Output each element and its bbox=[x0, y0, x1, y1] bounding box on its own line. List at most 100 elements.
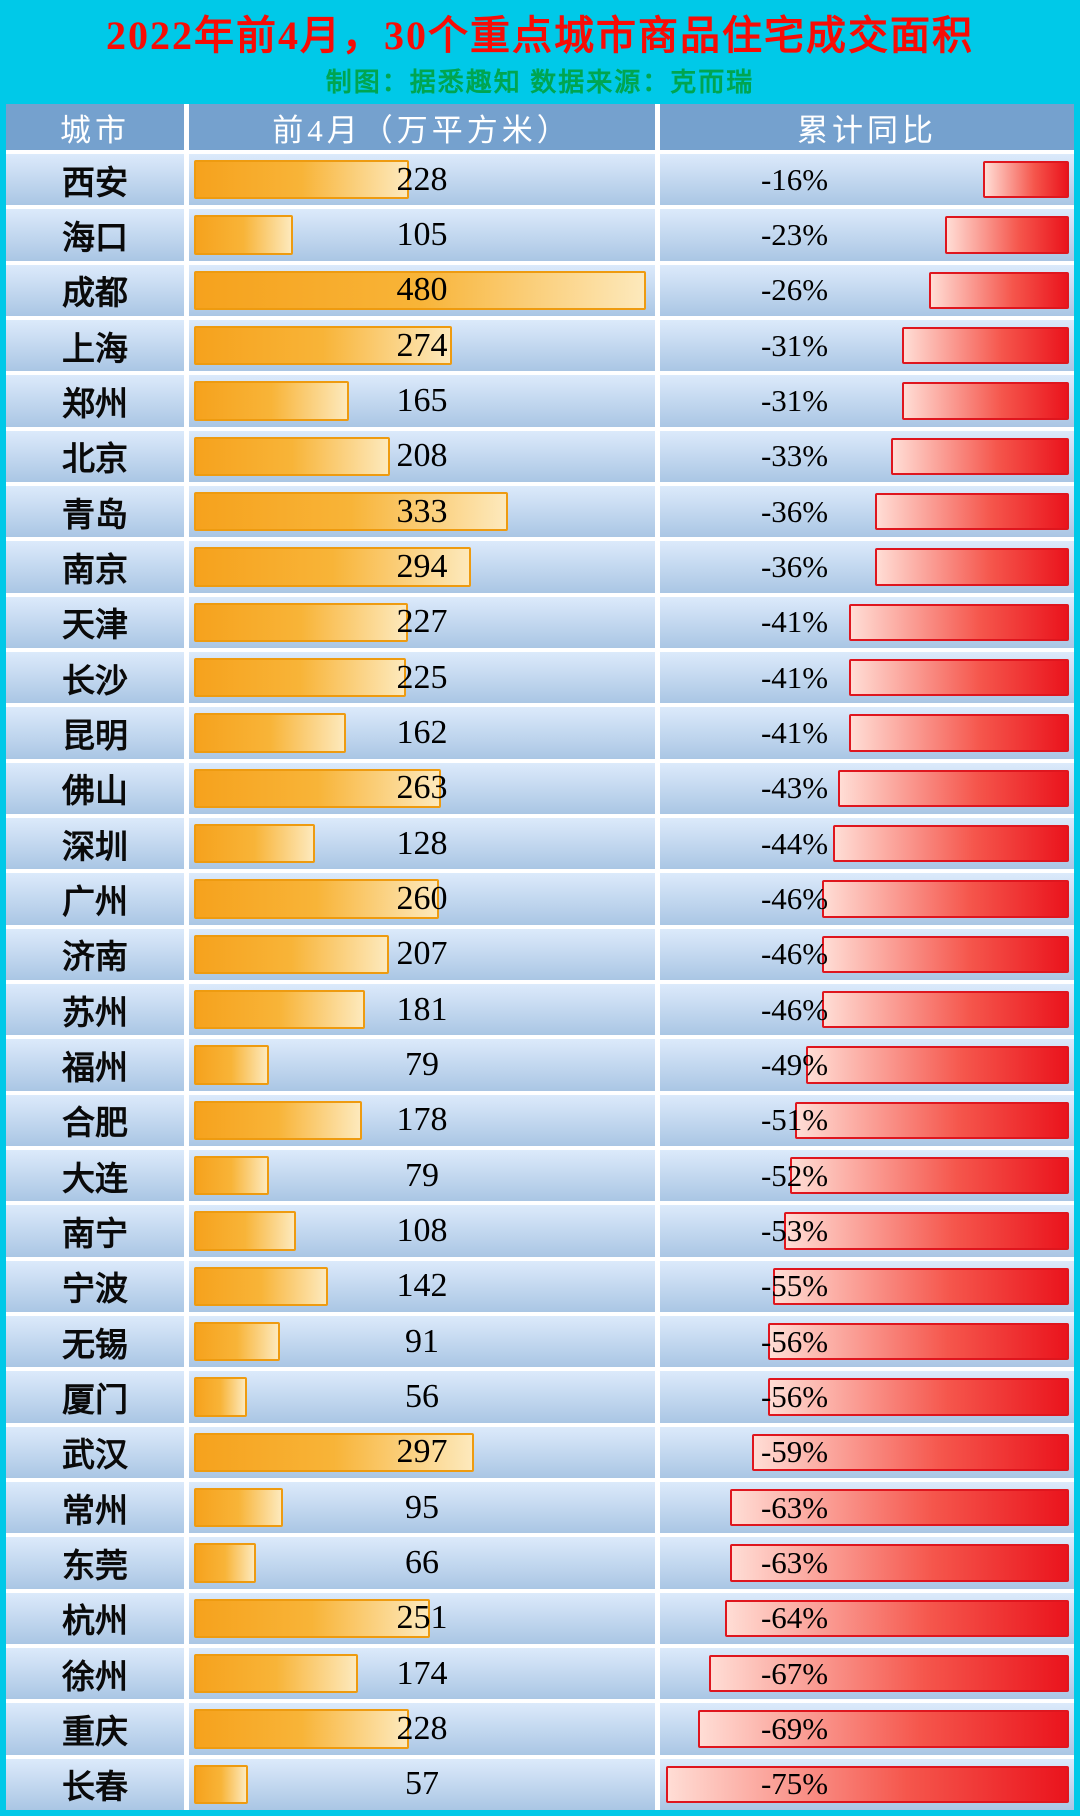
area-value: 162 bbox=[396, 713, 448, 751]
table-row: 广州 260 -46% bbox=[6, 873, 1074, 925]
column-header-yoy: 累计同比 bbox=[660, 104, 1074, 150]
table-row: 长沙 225 -41% bbox=[6, 651, 1074, 704]
page-subtitle: 制图：据悉趣知 数据来源：克而瑞 bbox=[325, 68, 755, 97]
yoy-cell: -26% bbox=[660, 264, 1074, 316]
area-bar bbox=[194, 879, 439, 919]
table-row: 厦门 56 -56% bbox=[6, 1371, 1074, 1423]
yoy-value: -23% bbox=[760, 216, 829, 252]
yoy-bar bbox=[665, 1765, 1069, 1803]
area-bar bbox=[194, 325, 453, 366]
yoy-value: -36% bbox=[760, 493, 829, 529]
table-row: 福州 79 -49% bbox=[6, 1039, 1074, 1091]
city-cell: 大连 bbox=[6, 1149, 184, 1202]
area-bar bbox=[194, 1155, 269, 1196]
area-value: 165 bbox=[396, 381, 448, 419]
yoy-cell: -67% bbox=[660, 1647, 1074, 1700]
area-bar bbox=[194, 1211, 296, 1251]
city-cell: 西安 bbox=[6, 154, 184, 206]
area-bar bbox=[194, 1598, 431, 1638]
yoy-bar bbox=[821, 935, 1069, 973]
yoy-cell: -64% bbox=[660, 1592, 1074, 1644]
area-value: 66 bbox=[405, 1543, 439, 1581]
area-bar bbox=[194, 1045, 269, 1085]
yoy-bar bbox=[784, 1212, 1069, 1250]
city-cell: 武汉 bbox=[6, 1426, 184, 1478]
city-label: 常州 bbox=[62, 1493, 128, 1530]
yoy-bar bbox=[848, 714, 1069, 752]
city-cell: 成都 bbox=[6, 264, 184, 316]
area-bar bbox=[194, 713, 347, 753]
table-body: 西安 228 -16% 海口 105 -23% 成都 480 -26% 上海 274 -31% 郑州 16… bbox=[6, 150, 1074, 1810]
city-cell: 天津 bbox=[6, 596, 184, 648]
area-value: 108 bbox=[396, 1211, 448, 1249]
area-bar bbox=[194, 1653, 359, 1694]
table-row: 宁波 142 -55% bbox=[6, 1260, 1074, 1312]
city-label: 南宁 bbox=[62, 1216, 128, 1253]
yoy-cell: -53% bbox=[660, 1205, 1074, 1257]
yoy-value: -69% bbox=[760, 1710, 829, 1746]
yoy-cell: -23% bbox=[660, 209, 1074, 261]
yoy-bar bbox=[768, 1322, 1069, 1361]
yoy-cell: -52% bbox=[660, 1149, 1074, 1202]
city-cell: 重庆 bbox=[6, 1703, 184, 1755]
yoy-value: -67% bbox=[760, 1655, 829, 1691]
area-bar bbox=[194, 160, 409, 200]
city-label: 昆明 bbox=[62, 718, 128, 755]
city-cell: 青岛 bbox=[6, 485, 184, 538]
city-cell: 佛山 bbox=[6, 762, 184, 814]
yoy-value: -31% bbox=[760, 382, 829, 418]
city-cell: 昆明 bbox=[6, 707, 184, 759]
city-label: 苏州 bbox=[62, 995, 128, 1032]
city-cell: 合肥 bbox=[6, 1094, 184, 1146]
city-cell: 广州 bbox=[6, 873, 184, 925]
area-cell: 227 bbox=[189, 596, 655, 648]
area-value: 228 bbox=[396, 160, 448, 198]
city-label: 济南 bbox=[62, 940, 128, 977]
yoy-bar bbox=[751, 1433, 1069, 1471]
area-cell: 251 bbox=[189, 1592, 655, 1644]
city-cell: 深圳 bbox=[6, 817, 184, 870]
yoy-value: -41% bbox=[760, 714, 829, 750]
city-label: 南京 bbox=[62, 552, 128, 589]
city-cell: 南宁 bbox=[6, 1205, 184, 1257]
city-label: 宁波 bbox=[62, 1272, 128, 1309]
area-cell: 228 bbox=[189, 154, 655, 206]
city-cell: 福州 bbox=[6, 1039, 184, 1091]
table-row: 北京 208 -33% bbox=[6, 430, 1074, 482]
column-header-area: 前4月（万平方米） bbox=[189, 104, 655, 150]
yoy-bar bbox=[794, 1101, 1069, 1139]
city-cell: 常州 bbox=[6, 1481, 184, 1534]
yoy-cell: -46% bbox=[660, 873, 1074, 925]
city-label: 长沙 bbox=[62, 663, 128, 700]
area-bar bbox=[194, 1764, 248, 1804]
table-row: 天津 227 -41% bbox=[6, 596, 1074, 648]
city-cell: 南京 bbox=[6, 541, 184, 593]
yoy-value: -49% bbox=[760, 1046, 829, 1082]
yoy-cell: -59% bbox=[660, 1426, 1074, 1478]
yoy-bar bbox=[821, 880, 1069, 918]
table-row: 武汉 297 -59% bbox=[6, 1426, 1074, 1478]
area-cell: 79 bbox=[189, 1039, 655, 1091]
title-bar: 2022年前4月，30个重点城市商品住宅成交面积 制图：据悉趣知 数据来源：克而… bbox=[6, 6, 1074, 104]
area-value: 178 bbox=[396, 1101, 448, 1139]
city-label: 东莞 bbox=[62, 1548, 128, 1585]
table-header: 城市 前4月（万平方米） 累计同比 bbox=[6, 104, 1074, 150]
yoy-cell: -31% bbox=[660, 375, 1074, 427]
city-cell: 长春 bbox=[6, 1758, 184, 1810]
city-label: 深圳 bbox=[62, 829, 128, 866]
area-bar bbox=[194, 1487, 284, 1528]
yoy-bar bbox=[848, 603, 1069, 641]
city-label: 青岛 bbox=[62, 497, 128, 534]
city-cell: 长沙 bbox=[6, 651, 184, 704]
area-value: 208 bbox=[396, 437, 448, 475]
table-row: 无锡 91 -56% bbox=[6, 1315, 1074, 1368]
area-cell: 66 bbox=[189, 1537, 655, 1589]
area-cell: 56 bbox=[189, 1371, 655, 1423]
area-bar bbox=[194, 1100, 362, 1140]
area-value: 57 bbox=[405, 1765, 439, 1803]
area-value: 333 bbox=[396, 492, 448, 530]
table-row: 昆明 162 -41% bbox=[6, 707, 1074, 759]
area-bar bbox=[194, 1709, 409, 1749]
area-cell: 105 bbox=[189, 209, 655, 261]
area-bar bbox=[194, 934, 389, 974]
